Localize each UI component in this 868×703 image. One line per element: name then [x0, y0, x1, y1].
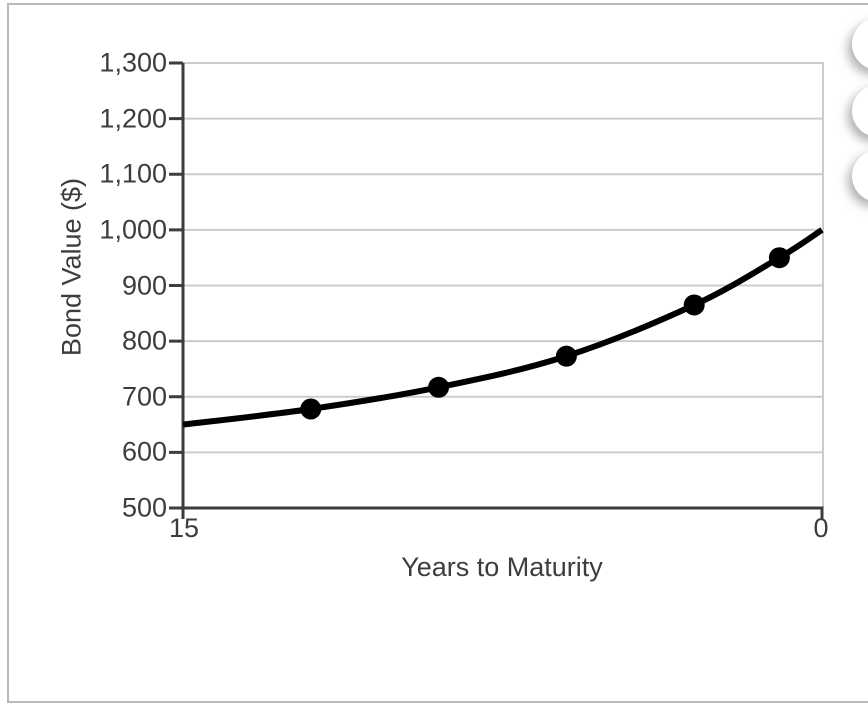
- y-tick-label: 700: [121, 381, 167, 412]
- x-tick-label-right: 0: [813, 513, 829, 543]
- data-point-marker: [555, 345, 577, 367]
- data-point-marker: [428, 376, 450, 398]
- answer-option-circle[interactable]: [852, 85, 868, 137]
- bond-value-curve: [182, 227, 824, 428]
- y-tick-label: 1,000: [99, 214, 167, 245]
- x-tick-label-left: 15: [168, 513, 200, 543]
- x-axis-title: Years to Maturity: [401, 552, 603, 582]
- y-tick-label: 1,300: [99, 47, 167, 78]
- answer-option-circle[interactable]: [852, 18, 868, 70]
- y-tick-label: 1,100: [99, 158, 167, 189]
- y-tick-label: 900: [121, 270, 167, 300]
- answer-option-circle[interactable]: [852, 150, 868, 202]
- y-tick-label: 500: [121, 492, 167, 523]
- bond-value-chart: [169, 61, 824, 519]
- data-point-marker: [300, 398, 322, 420]
- y-tick-label: 800: [121, 325, 167, 356]
- data-point-marker: [768, 247, 790, 269]
- y-axis-title: Bond Value ($): [56, 177, 87, 357]
- y-tick-label: 1,200: [99, 103, 167, 134]
- data-point-marker: [683, 294, 705, 316]
- y-tick-label: 600: [121, 436, 167, 467]
